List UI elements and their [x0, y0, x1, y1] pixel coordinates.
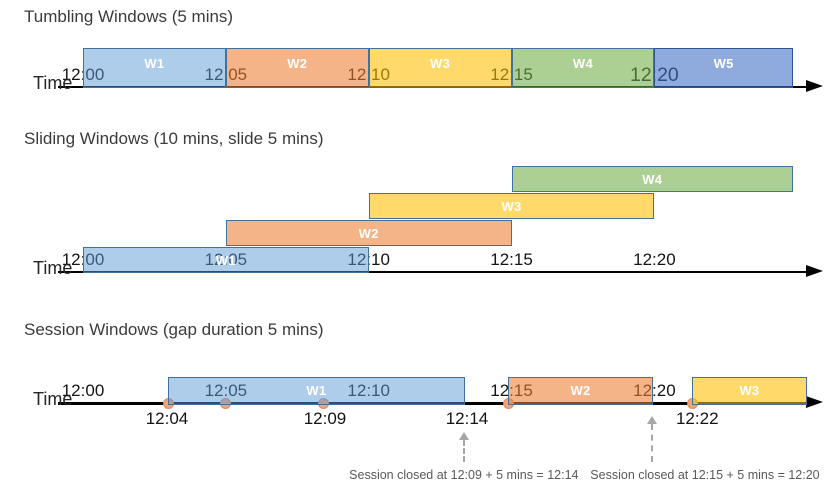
window-label: W2 — [287, 55, 308, 71]
window-label: W3 — [430, 55, 451, 71]
time-axis — [58, 271, 808, 273]
window-label: W2 — [358, 225, 379, 241]
tick-label: 12:15 — [490, 250, 533, 269]
section-title-session: Session Windows (gap duration 5 mins) — [24, 320, 324, 339]
window-label: W3 — [501, 198, 522, 214]
time-axis-label: Time — [33, 389, 73, 409]
window-box: W3 — [368, 193, 655, 219]
window-label: W1 — [144, 55, 165, 71]
time-axis-label: Time — [33, 258, 73, 278]
session-close-annotation: Session closed at 12:15 + 5 mins = 12:20 — [590, 468, 820, 482]
window-label: W3 — [739, 383, 760, 398]
axis-arrowhead-icon — [806, 80, 823, 92]
tick-label: 12:20 — [633, 250, 676, 269]
closure-arrow-head-icon — [646, 416, 657, 424]
window-label: W5 — [713, 55, 734, 71]
window-label: W1 — [215, 252, 236, 268]
event-time-label: 12:09 — [303, 409, 347, 428]
event-time-label: 12:22 — [675, 409, 719, 428]
axis-arrowhead-icon — [806, 265, 823, 277]
window-box: W4 — [511, 48, 655, 88]
section-title-tumbling: Tumbling Windows (5 mins) — [24, 7, 234, 26]
tick-label: 12:00 — [61, 381, 105, 400]
window-box: W1 — [167, 376, 465, 405]
window-label: W1 — [306, 383, 327, 398]
axis-arrowhead-icon — [806, 396, 823, 408]
window-box: W1 — [83, 247, 369, 273]
window-label: W2 — [570, 383, 591, 398]
window-box: W3 — [691, 376, 807, 405]
window-box: W2 — [225, 220, 512, 246]
event-time-label: 12:04 — [145, 409, 189, 428]
event-time-label: 12:14 — [445, 409, 489, 428]
window-box: W1 — [83, 48, 226, 88]
closure-arrow-head-icon — [459, 432, 470, 440]
window-box: W4 — [511, 166, 793, 192]
window-box: W5 — [654, 48, 793, 88]
section-title-sliding: Sliding Windows (10 mins, slide 5 mins) — [24, 129, 324, 148]
session-close-annotation: Session closed at 12:09 + 5 mins = 12:14 — [349, 468, 579, 482]
window-box: W3 — [368, 48, 512, 88]
window-label: W4 — [572, 55, 594, 71]
window-label: W4 — [642, 171, 663, 187]
time-axis-label: Time — [33, 73, 73, 93]
window-box: W2 — [225, 48, 369, 88]
closure-arrow — [650, 424, 653, 462]
closure-arrow — [463, 440, 466, 462]
window-box: W2 — [508, 376, 653, 405]
